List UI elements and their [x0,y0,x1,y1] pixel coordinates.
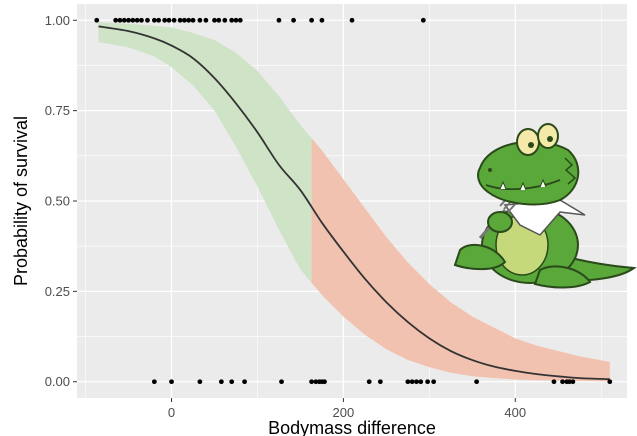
data-point-died [313,379,319,385]
croc-eye-left [516,128,540,156]
data-point-died [560,379,565,385]
data-point-survived [222,17,228,23]
data-point-survived [291,17,296,23]
confidence-ribbon-survive [98,22,312,283]
data-point-died [309,379,315,385]
data-point-died [151,379,157,385]
data-point-survived [156,17,162,23]
data-point-survived [186,17,192,23]
data-point-survived [197,17,203,23]
data-point-survived [349,17,355,23]
x-tick-label: 200 [333,405,355,420]
data-point-survived [113,17,119,23]
data-point-survived [233,17,239,23]
x-tick-label: 400 [504,405,526,420]
confidence-ribbon-die [311,138,610,382]
y-tick-label: 0.25 [45,284,70,299]
croc-left-foot [453,243,507,271]
data-point-survived [134,17,140,23]
data-point-died [551,379,557,385]
croc-right-foot [533,265,592,289]
croc-nostril [488,168,492,172]
data-point-survived [130,17,136,23]
crocodile-mascot-icon [453,123,637,289]
y-tick-label: 0.00 [45,374,70,389]
data-point-died [418,379,424,385]
data-point-died [425,379,431,385]
croc-teeth [499,178,547,191]
data-point-survived [166,17,172,23]
data-point-died [279,379,284,385]
data-point-died [169,379,174,385]
data-point-died [218,379,224,385]
data-point-survived [212,17,217,23]
data-point-survived [182,17,187,23]
x-axis-ticks: 0 200 400 [168,398,526,420]
data-point-survived [309,17,315,23]
data-point-survived [319,17,325,23]
x-tick-label: 0 [168,405,175,420]
data-point-died [431,379,437,385]
data-point-survived [190,17,196,23]
data-point-survived [117,17,123,23]
data-point-survived [94,17,100,23]
data-point-survived [162,17,168,23]
data-point-survived [171,17,177,23]
x-axis-title: Bodymass difference [268,418,436,436]
croc-pupil-right [547,136,553,142]
croc-pupil-left [528,142,534,148]
croc-arm [487,211,513,233]
data-point-survived [420,17,426,23]
y-axis-ticks: 0.00 0.25 0.50 0.75 1.00 [45,13,77,389]
y-tick-label: 0.75 [45,103,70,118]
y-axis-title: Probability of survival [11,116,31,286]
data-point-died [405,379,411,385]
data-point-survived [139,17,144,23]
data-point-died [409,379,415,385]
data-point-died [242,379,247,385]
data-point-died [570,379,576,385]
data-points [94,17,613,385]
data-point-survived [276,17,282,23]
data-point-died [607,379,613,385]
data-point-died [197,379,203,385]
data-point-survived [237,17,243,23]
data-point-survived [145,17,150,23]
data-point-died [377,379,383,385]
croc-ridges [564,157,577,185]
data-point-died [567,379,572,385]
y-tick-label: 1.00 [45,13,70,28]
data-point-died [414,379,419,385]
fitted-line [98,25,610,381]
data-point-survived [121,17,127,23]
data-point-survived [203,17,209,23]
y-tick-label: 0.50 [45,194,70,209]
data-point-survived [177,17,183,23]
croc-eye-right [537,123,559,149]
data-point-died [229,379,235,385]
data-point-died [366,379,372,385]
data-point-survived [229,17,235,23]
data-point-died [322,379,327,385]
data-point-survived [216,17,222,23]
data-point-survived [151,17,157,23]
data-point-survived [126,17,131,23]
data-point-died [474,379,480,385]
